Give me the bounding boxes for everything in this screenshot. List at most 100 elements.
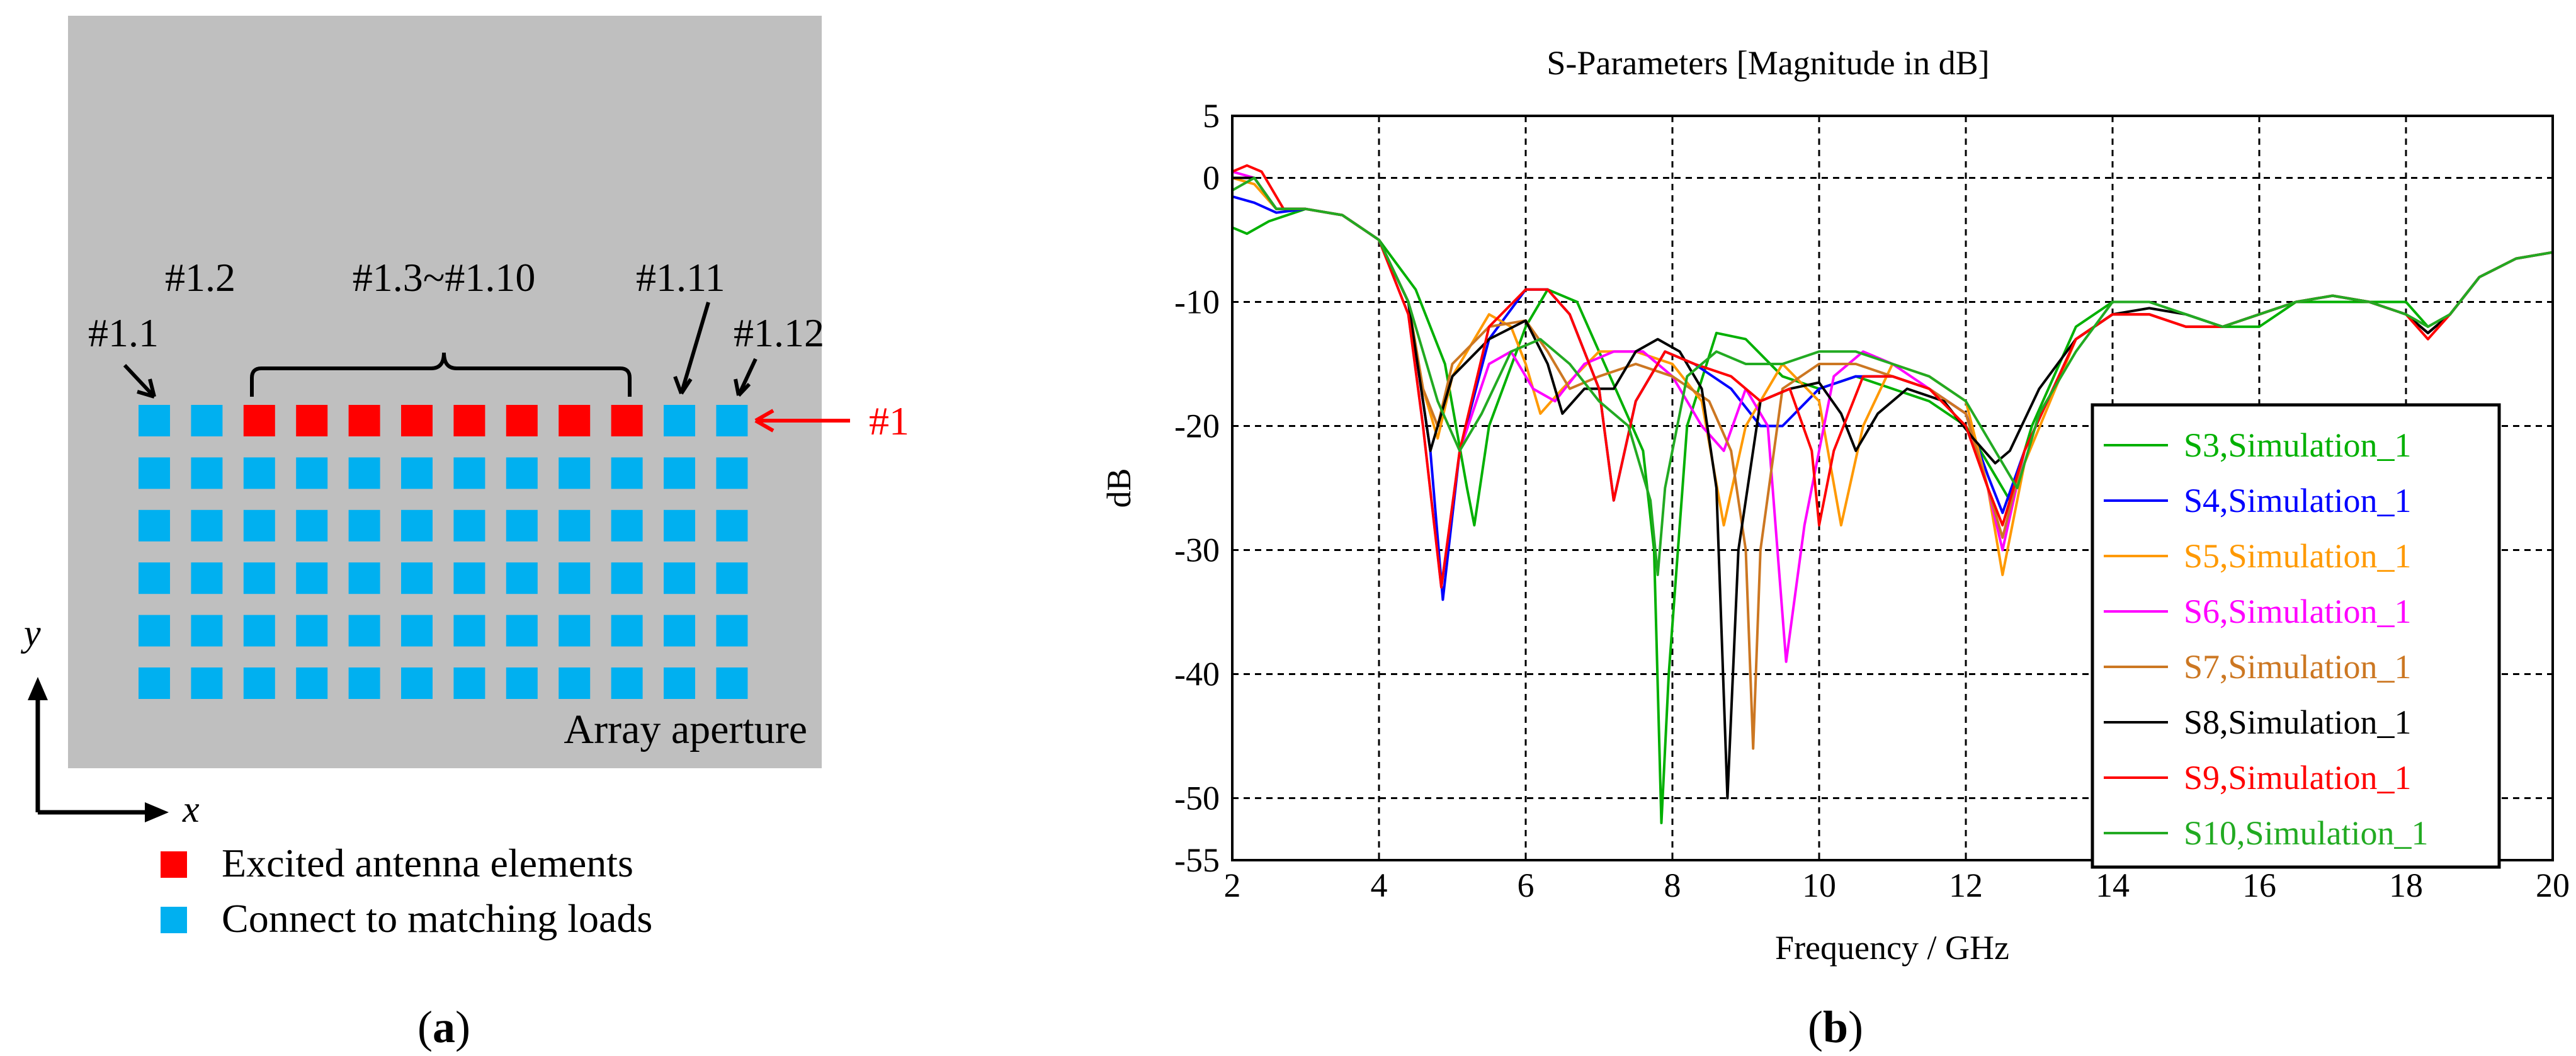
excited-antenna-element xyxy=(401,405,433,436)
panel-a-label: (a) xyxy=(417,1002,470,1052)
matched-antenna-element xyxy=(506,562,538,594)
x-tick-label: 20 xyxy=(2536,866,2570,904)
matched-antenna-element xyxy=(296,667,328,699)
matched-antenna-element xyxy=(296,562,328,594)
matched-antenna-element xyxy=(716,509,748,542)
legend-entry: S10,Simulation_1 xyxy=(2184,814,2429,852)
label-element-1-11: #1.11 xyxy=(636,255,725,300)
matched-antenna-element xyxy=(191,615,223,647)
matched-antenna-element xyxy=(348,457,380,489)
legend-matching-swatch xyxy=(161,907,187,933)
legend-entry: S7,Simulation_1 xyxy=(2184,648,2412,686)
legend-matching-label: Connect to matching loads xyxy=(222,896,652,941)
matched-antenna-element xyxy=(559,615,591,647)
excited-antenna-element xyxy=(348,405,380,436)
legend-excited-swatch xyxy=(161,851,187,878)
matched-antenna-element xyxy=(664,667,695,699)
matched-antenna-element xyxy=(296,615,328,647)
legend-excited-label: Excited antenna elements xyxy=(222,841,633,885)
x-tick-label: 16 xyxy=(2242,866,2276,904)
antenna-element-grid xyxy=(139,405,748,699)
y-axis-title: dB xyxy=(1100,468,1138,508)
matched-antenna-element xyxy=(191,667,223,699)
x-tick-label: 12 xyxy=(1949,866,1983,904)
label-element-1-3-to-1-10: #1.3~#1.10 xyxy=(353,255,536,300)
y-tick-label: -50 xyxy=(1174,780,1220,817)
legend-entry: S5,Simulation_1 xyxy=(2184,537,2412,575)
matched-antenna-element xyxy=(191,509,223,542)
y-tick-label: 0 xyxy=(1203,159,1220,197)
excited-range-brace xyxy=(250,352,632,397)
matched-antenna-element xyxy=(664,457,695,489)
matched-antenna-element xyxy=(139,457,170,489)
matched-antenna-element xyxy=(453,667,485,699)
matched-antenna-element xyxy=(401,667,433,699)
matched-antenna-element xyxy=(611,667,643,699)
x-tick-label: 14 xyxy=(2096,866,2130,904)
matched-antenna-element xyxy=(139,667,170,699)
excited-antenna-element xyxy=(611,405,643,436)
matched-antenna-element xyxy=(453,457,485,489)
matched-antenna-element xyxy=(348,562,380,594)
matched-antenna-element xyxy=(453,615,485,647)
matched-antenna-element xyxy=(139,615,170,647)
matched-antenna-element xyxy=(191,562,223,594)
matched-antenna-element xyxy=(611,509,643,542)
matched-antenna-element xyxy=(559,509,591,542)
y-tick-label: 5 xyxy=(1203,97,1220,135)
matched-antenna-element xyxy=(296,457,328,489)
matched-antenna-element xyxy=(243,667,275,699)
matched-antenna-element xyxy=(191,457,223,489)
legend-entry: S8,Simulation_1 xyxy=(2184,703,2412,741)
excited-antenna-element xyxy=(453,405,485,436)
y-tick-label: -55 xyxy=(1174,841,1220,879)
matched-antenna-element xyxy=(348,667,380,699)
matched-antenna-element xyxy=(191,405,223,436)
matched-antenna-element xyxy=(453,509,485,542)
matched-antenna-element xyxy=(611,562,643,594)
matched-antenna-element xyxy=(664,509,695,542)
label-element-1-1: #1.1 xyxy=(88,310,159,355)
matched-antenna-element xyxy=(716,615,748,647)
x-tick-label: 18 xyxy=(2389,866,2423,904)
matched-antenna-element xyxy=(559,457,591,489)
legend-entry: S4,Simulation_1 xyxy=(2184,482,2412,519)
y-tick-label: -10 xyxy=(1174,283,1220,321)
chart-series xyxy=(1232,164,2553,824)
y-tick-label: -20 xyxy=(1174,407,1220,445)
arrow-to-element-1-1 xyxy=(123,363,156,399)
matched-antenna-element xyxy=(348,509,380,542)
aperture-label: Array aperture xyxy=(564,707,807,752)
chart-tick-labels: 2 4 6 8 10 12 14 16 18 20 5 0 -10 -20 -30 -40 -50 -55 xyxy=(1174,97,2570,904)
legend-box xyxy=(2091,403,2501,869)
axis-x-label: x xyxy=(182,788,200,830)
excited-antenna-element xyxy=(506,405,538,436)
matched-antenna-element xyxy=(611,457,643,489)
matched-antenna-element xyxy=(664,615,695,647)
legend-entry: S9,Simulation_1 xyxy=(2184,759,2412,797)
matched-antenna-element xyxy=(506,615,538,647)
x-tick-label: 4 xyxy=(1371,866,1388,904)
excited-antenna-element xyxy=(243,405,275,436)
y-tick-label: -30 xyxy=(1174,531,1220,569)
matched-antenna-element xyxy=(139,405,170,436)
matched-antenna-element xyxy=(716,667,748,699)
label-element-1-2: #1.2 xyxy=(165,255,235,300)
matched-antenna-element xyxy=(506,457,538,489)
row-1-label: #1 xyxy=(869,399,909,443)
matched-antenna-element xyxy=(401,562,433,594)
axis-y-label: y xyxy=(20,612,41,654)
matched-antenna-element xyxy=(139,509,170,542)
panel-a: Array aperture #1.1 #1.2 #1.3~#1.10 #1.1… xyxy=(20,16,909,1052)
arrow-to-row-1 xyxy=(754,409,850,433)
label-element-1-12: #1.12 xyxy=(734,310,824,355)
array-aperture-background xyxy=(68,16,822,768)
matched-antenna-element xyxy=(296,509,328,542)
excited-antenna-element xyxy=(296,405,328,436)
chart-legend: S3,Simulation_1 S4,Simulation_1 S5,Simulat… xyxy=(2091,403,2501,869)
matched-antenna-element xyxy=(716,562,748,594)
coordinate-axes xyxy=(28,677,169,822)
arrow-to-element-1-12 xyxy=(734,358,757,397)
matched-antenna-element xyxy=(243,509,275,542)
